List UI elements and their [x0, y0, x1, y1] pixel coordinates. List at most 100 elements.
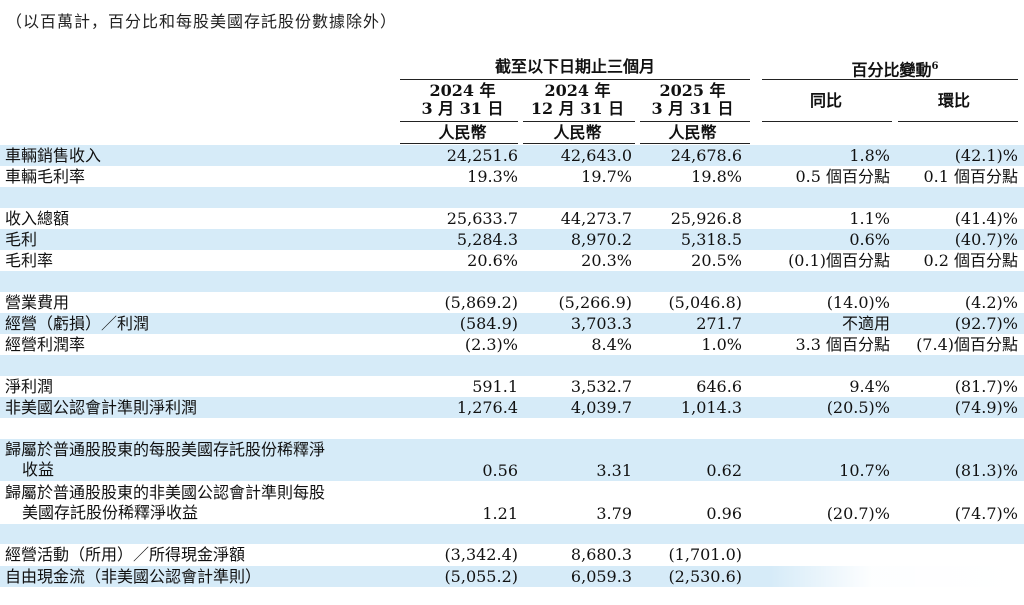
- col-rule-3: [640, 121, 750, 122]
- cell: (4.2)%: [964, 293, 1018, 312]
- cell: (5,266.9): [558, 293, 632, 312]
- header-rule-period: [400, 79, 750, 80]
- cell: 1.1%: [849, 209, 890, 228]
- spacer-row: [0, 187, 1024, 208]
- cell: (81.7)%: [954, 377, 1018, 396]
- period-group-header: 截至以下日期止三個月: [494, 57, 655, 76]
- cell: 646.6: [696, 377, 742, 396]
- cell: 20.3%: [581, 251, 632, 270]
- table-row: 車輛毛利率 19.3% 19.7% 19.8% 0.5 個百分點 0.1 個百分…: [0, 166, 1024, 187]
- row-label: 毛利: [5, 230, 38, 249]
- row-label-continued: 收益: [22, 460, 55, 479]
- cell: 3.3 個百分點: [795, 335, 890, 354]
- cell: (5,055.2): [444, 567, 518, 586]
- row-label: 淨利潤: [5, 377, 54, 396]
- row-label: 自由現金流（非美國公認會計準則）: [5, 567, 262, 586]
- table-row: 收入總額 25,633.7 44,273.7 25,926.8 1.1% (41…: [0, 208, 1024, 229]
- cell: 271.7: [696, 314, 742, 333]
- cell: 9.4%: [849, 377, 890, 396]
- cell: 0.96: [706, 504, 742, 523]
- cell: 0.62: [706, 461, 742, 480]
- cell: 20.5%: [691, 251, 742, 270]
- cell: 19.8%: [691, 167, 742, 186]
- cell: (584.9): [459, 314, 518, 333]
- cell: 591.1: [472, 377, 518, 396]
- cell: (81.3)%: [954, 461, 1018, 480]
- row-label: 營業費用: [5, 293, 70, 312]
- table-row: 經營（虧損）／利潤 (584.9) 3,703.3 271.7 不適用 (92.…: [0, 313, 1024, 334]
- row-label: 歸屬於普通股股東的非美國公認會計準則每股: [5, 483, 326, 502]
- cell: 25,926.8: [670, 209, 742, 228]
- row-label: 非美國公認會計準則淨利潤: [5, 398, 198, 417]
- col-rule-5: [898, 121, 1018, 122]
- table-note: （以百萬計，百分比和每股美國存託股份數據除外）: [6, 12, 398, 31]
- cell: 24,251.6: [446, 146, 518, 165]
- cell: 19.3%: [467, 167, 518, 186]
- table-row: 歸屬於普通股股東的非美國公認會計準則每股 美國存託股份稀釋淨收益 1.21 3.…: [0, 482, 1024, 524]
- row-label: 經營利潤率: [5, 335, 86, 354]
- cell: (0.1)個百分點: [788, 251, 890, 270]
- table-row: 自由現金流（非美國公認會計準則） (5,055.2) 6,059.3 (2,53…: [0, 566, 1024, 587]
- qoq-header: 環比: [937, 91, 970, 110]
- cell: 24,678.6: [670, 146, 742, 165]
- spacer-row: [0, 524, 1024, 544]
- change-group-header: 百分比變動6: [851, 60, 939, 80]
- table-row: 經營活動（所用）／所得現金淨額 (3,342.4) 8,680.3 (1,701…: [0, 544, 1024, 565]
- cell: (14.0)%: [826, 293, 890, 312]
- cell: 3,703.3: [570, 314, 632, 333]
- cell: 5,284.3: [456, 230, 518, 249]
- table-row: 歸屬於普通股股東的每股美國存託股份稀釋淨 收益 0.56 3.31 0.62 1…: [0, 439, 1024, 481]
- cell: 0.2 個百分點: [923, 251, 1018, 270]
- cell: 8,680.3: [570, 545, 632, 564]
- cell: 0.56: [482, 461, 518, 480]
- row-label: 收入總額: [5, 209, 70, 228]
- row-label: 車輛毛利率: [5, 167, 86, 186]
- row-label: 車輛銷售收入: [5, 146, 102, 165]
- cell: 3.31: [596, 461, 632, 480]
- row-label-continued: 美國存託股份稀釋淨收益: [22, 503, 199, 522]
- cell: 10.7%: [839, 461, 890, 480]
- cell: (74.7)%: [954, 504, 1018, 523]
- row-label: 經營活動（所用）／所得現金淨額: [5, 545, 246, 564]
- spacer-row: [0, 271, 1024, 292]
- currency-rule-3: [640, 143, 750, 144]
- row-label: 歸屬於普通股股東的每股美國存託股份稀釋淨: [5, 440, 326, 459]
- cell: 3,532.7: [570, 377, 632, 396]
- col2-header: 2024 年 12 月 31 日: [530, 81, 625, 118]
- cell: 1.8%: [849, 146, 890, 165]
- cell: 5,318.5: [680, 230, 742, 249]
- currency-rule-2: [523, 143, 635, 144]
- table-row: 非美國公認會計準則淨利潤 1,276.4 4,039.7 1,014.3 (20…: [0, 397, 1024, 418]
- currency-rule-1: [400, 143, 518, 144]
- col-rule-1: [400, 121, 518, 122]
- table-row: 營業費用 (5,869.2) (5,266.9) (5,046.8) (14.0…: [0, 292, 1024, 313]
- cell: 0.5 個百分點: [795, 167, 890, 186]
- cell: 44,273.7: [560, 209, 632, 228]
- cell: 4,039.7: [570, 398, 632, 417]
- cell: (5,869.2): [444, 293, 518, 312]
- cell: (5,046.8): [668, 293, 742, 312]
- cell: 1,014.3: [680, 398, 742, 417]
- cell: (42.1)%: [954, 146, 1018, 165]
- cell: (74.9)%: [954, 398, 1018, 417]
- cell: (2,530.6): [668, 567, 742, 586]
- table-row: 毛利率 20.6% 20.3% 20.5% (0.1)個百分點 0.2 個百分點: [0, 250, 1024, 271]
- row-label: 毛利率: [5, 251, 54, 270]
- cell: 1.0%: [701, 335, 742, 354]
- spacer-row: [0, 355, 1024, 376]
- col-rule-4: [762, 121, 892, 122]
- watermark-fade: [770, 560, 1024, 605]
- row-label: 經營（虧損）／利潤: [5, 314, 150, 333]
- table-row: 經營利潤率 (2.3)% 8.4% 1.0% 3.3 個百分點 (7.4)個百分…: [0, 334, 1024, 355]
- currency-col1: 人民幣: [438, 123, 487, 142]
- cell: 0.6%: [849, 230, 890, 249]
- cell: (1,701.0): [668, 545, 742, 564]
- yoy-header: 同比: [809, 91, 842, 110]
- cell: (2.3)%: [464, 335, 518, 354]
- spacer-row: [0, 418, 1024, 439]
- cell: 19.7%: [581, 167, 632, 186]
- col-rule-2: [523, 121, 635, 122]
- currency-col2: 人民幣: [553, 123, 602, 142]
